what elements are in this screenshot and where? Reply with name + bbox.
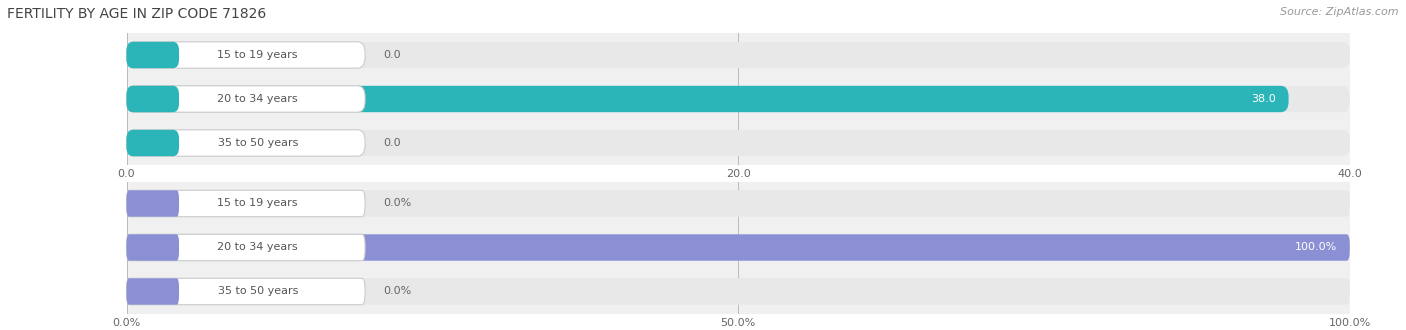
FancyBboxPatch shape bbox=[127, 130, 179, 156]
FancyBboxPatch shape bbox=[127, 86, 1350, 112]
Text: 35 to 50 years: 35 to 50 years bbox=[218, 138, 298, 148]
FancyBboxPatch shape bbox=[127, 86, 1288, 112]
FancyBboxPatch shape bbox=[127, 278, 179, 305]
FancyBboxPatch shape bbox=[127, 190, 366, 217]
FancyBboxPatch shape bbox=[127, 86, 179, 112]
FancyBboxPatch shape bbox=[127, 42, 179, 68]
FancyBboxPatch shape bbox=[127, 190, 1350, 217]
FancyBboxPatch shape bbox=[127, 234, 1350, 261]
Text: FERTILITY BY AGE IN ZIP CODE 71826: FERTILITY BY AGE IN ZIP CODE 71826 bbox=[7, 7, 266, 20]
FancyBboxPatch shape bbox=[127, 130, 1350, 156]
Text: 20 to 34 years: 20 to 34 years bbox=[218, 243, 298, 252]
FancyBboxPatch shape bbox=[127, 234, 366, 261]
Text: 38.0: 38.0 bbox=[1251, 94, 1277, 104]
FancyBboxPatch shape bbox=[127, 234, 1350, 261]
Text: Source: ZipAtlas.com: Source: ZipAtlas.com bbox=[1281, 7, 1399, 16]
Text: 35 to 50 years: 35 to 50 years bbox=[218, 286, 298, 296]
FancyBboxPatch shape bbox=[127, 234, 179, 261]
Text: 0.0%: 0.0% bbox=[384, 199, 412, 209]
FancyBboxPatch shape bbox=[127, 278, 366, 305]
Text: 100.0%: 100.0% bbox=[1295, 243, 1337, 252]
FancyBboxPatch shape bbox=[127, 86, 366, 112]
Text: 0.0: 0.0 bbox=[384, 138, 401, 148]
Text: 20 to 34 years: 20 to 34 years bbox=[218, 94, 298, 104]
FancyBboxPatch shape bbox=[127, 130, 366, 156]
Text: 0.0: 0.0 bbox=[384, 50, 401, 60]
Text: 15 to 19 years: 15 to 19 years bbox=[218, 199, 298, 209]
FancyBboxPatch shape bbox=[127, 190, 179, 217]
Text: 0.0%: 0.0% bbox=[384, 286, 412, 296]
FancyBboxPatch shape bbox=[127, 42, 366, 68]
FancyBboxPatch shape bbox=[127, 42, 1350, 68]
Text: 15 to 19 years: 15 to 19 years bbox=[218, 50, 298, 60]
FancyBboxPatch shape bbox=[127, 278, 1350, 305]
